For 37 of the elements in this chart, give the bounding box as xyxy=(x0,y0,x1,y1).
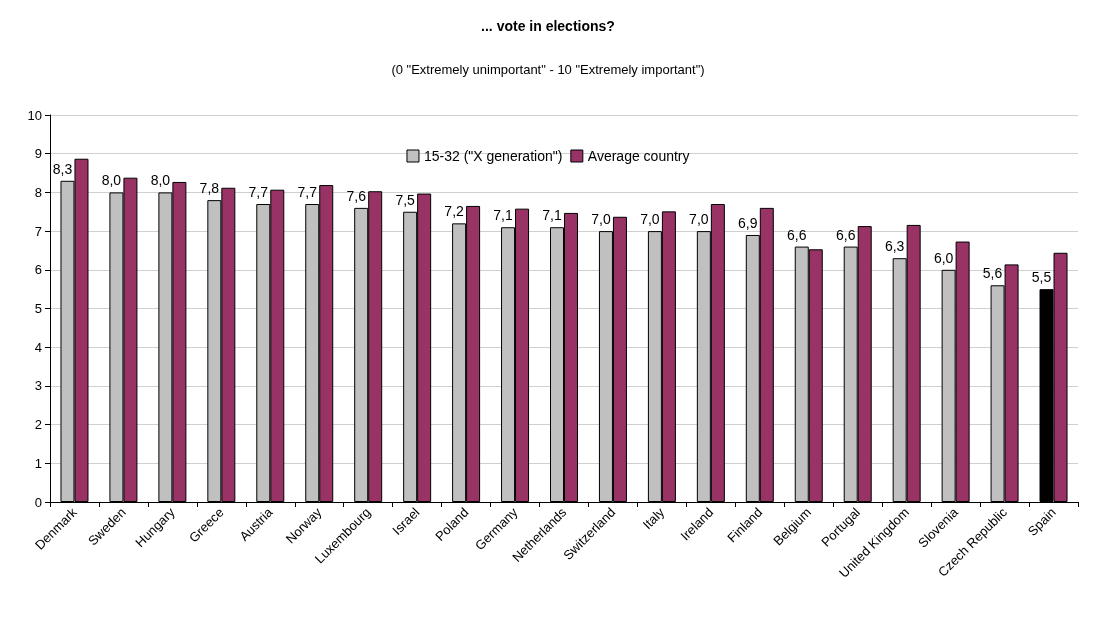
data-label: 7,1 xyxy=(493,207,513,224)
y-tick-label: 10 xyxy=(27,107,42,123)
y-tick-label: 9 xyxy=(34,146,42,162)
y-tick-label: 6 xyxy=(34,262,42,278)
data-label: 7,1 xyxy=(542,207,562,224)
data-label: 6,9 xyxy=(738,214,758,231)
legend-label: Average country xyxy=(587,148,690,164)
data-label: 7,2 xyxy=(444,203,465,220)
data-label: 6,6 xyxy=(835,226,856,243)
data-label: 8,0 xyxy=(150,172,171,189)
data-label: 7,5 xyxy=(395,191,416,208)
data-label: 6,6 xyxy=(787,226,807,243)
data-label: 6,0 xyxy=(933,249,954,266)
data-label: 7,7 xyxy=(248,184,269,201)
data-label: 7,0 xyxy=(591,211,611,228)
y-tick-label: 1 xyxy=(34,455,42,471)
data-label: 8,3 xyxy=(52,160,73,177)
data-label: 5,6 xyxy=(982,265,1003,282)
y-tick-label: 7 xyxy=(34,223,42,239)
data-label: 7,0 xyxy=(689,211,709,228)
x-tick-label: Italy xyxy=(639,504,668,533)
y-tick-label: 0 xyxy=(34,494,42,510)
legend-label: 15-32 ("X generation") xyxy=(423,148,563,164)
data-label: 5,5 xyxy=(1031,269,1052,286)
data-label: 7,0 xyxy=(640,211,660,228)
y-tick-label: 2 xyxy=(34,417,42,433)
y-tick-label: 5 xyxy=(34,301,42,316)
chart-title: ... vote in elections? xyxy=(481,18,615,34)
data-label: 7,6 xyxy=(346,187,367,204)
data-label: 7,8 xyxy=(199,180,220,197)
data-label: 8,0 xyxy=(101,172,122,189)
chart-subtitle: (0 "Extremely unimportant" - 10 "Extremely important") xyxy=(391,62,705,77)
data-label: 7,7 xyxy=(297,184,318,201)
y-tick-label: 4 xyxy=(34,339,42,355)
y-tick-label: 8 xyxy=(34,184,42,200)
y-tick-label: 3 xyxy=(34,378,42,394)
data-label: 6,3 xyxy=(884,238,905,255)
